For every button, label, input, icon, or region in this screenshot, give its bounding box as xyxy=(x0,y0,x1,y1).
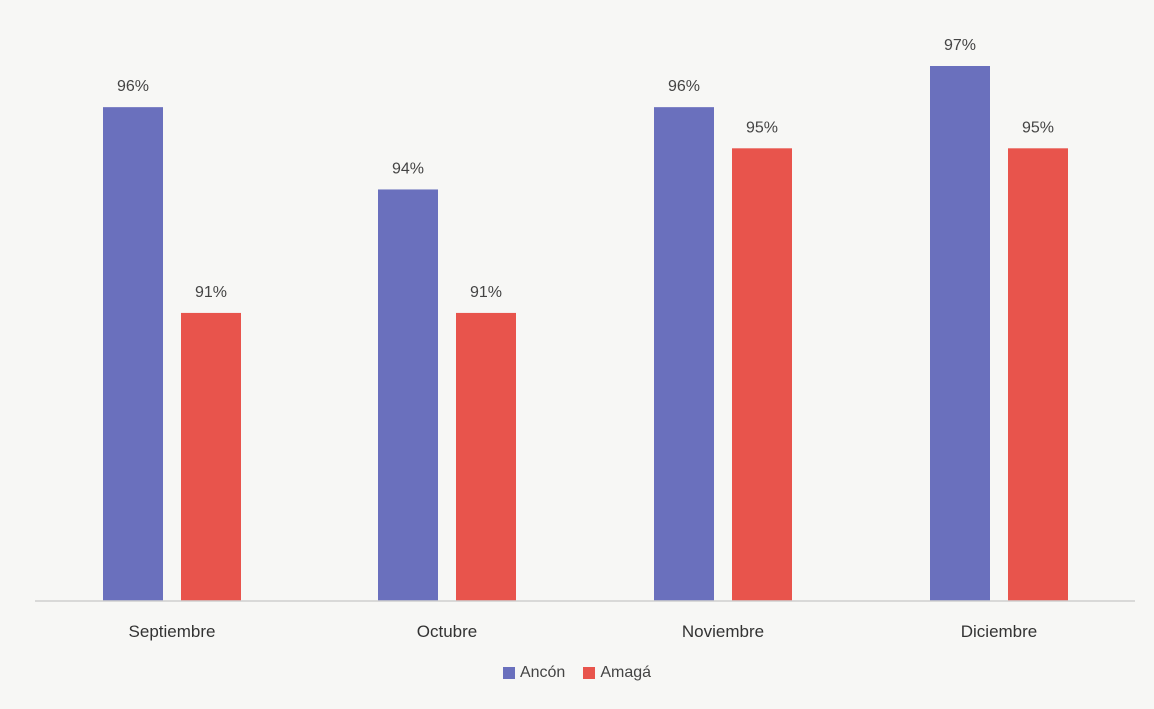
bar-diciembre-series-1 xyxy=(1008,148,1068,602)
x-tick-label-diciembre: Diciembre xyxy=(961,622,1038,641)
data-label-octubre-series-0: 94% xyxy=(392,160,424,177)
bar-septiembre-series-1 xyxy=(181,312,241,601)
legend-item-amaga: Amagá xyxy=(583,664,651,682)
x-tick-label-octubre: Octubre xyxy=(417,622,477,641)
legend-swatch-ancon xyxy=(502,667,515,679)
legend-label-amaga: Amagá xyxy=(600,664,652,681)
legend-swatch-amaga xyxy=(583,667,596,679)
data-label-septiembre-series-0: 96% xyxy=(117,78,149,95)
data-label-diciembre-series-1: 95% xyxy=(1022,119,1054,136)
data-label-noviembre-series-1: 95% xyxy=(746,119,778,136)
bar-diciembre-series-0 xyxy=(930,66,990,601)
bars-layer xyxy=(103,66,1068,602)
legend: Ancón Amagá xyxy=(0,664,1154,682)
x-tick-label-septiembre: Septiembre xyxy=(129,622,216,641)
bar-septiembre-series-0 xyxy=(103,107,163,602)
x-tick-labels-layer: Septiembre Octubre Noviembre Diciembre xyxy=(129,622,1038,641)
data-labels-layer: 96% 91% 94% 91% 96% 95% 97% 95% xyxy=(117,37,1054,301)
data-label-diciembre-series-0: 97% xyxy=(944,37,976,54)
bar-octubre-series-1 xyxy=(456,312,516,601)
legend-label-ancon: Ancón xyxy=(519,664,566,681)
bar-noviembre-series-1 xyxy=(732,148,792,602)
data-label-noviembre-series-0: 96% xyxy=(668,78,700,95)
bar-noviembre-series-0 xyxy=(654,107,714,602)
data-label-octubre-series-1: 91% xyxy=(470,284,502,301)
bar-octubre-series-0 xyxy=(378,189,438,601)
x-tick-label-noviembre: Noviembre xyxy=(682,622,764,641)
legend-item-ancon: Ancón xyxy=(502,664,566,682)
data-label-septiembre-series-1: 91% xyxy=(195,284,227,301)
